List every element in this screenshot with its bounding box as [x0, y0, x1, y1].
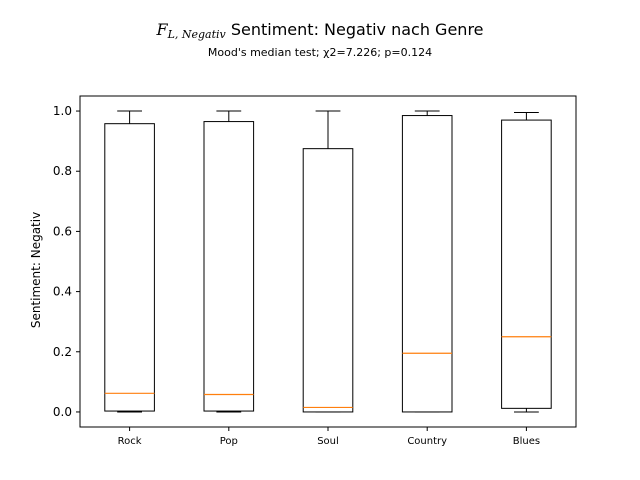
x-tick-label: Blues	[513, 436, 540, 447]
box-pop	[203, 110, 255, 413]
chart-subtitle: Mood's median test; χ2=7.226; p=0.124	[207, 46, 433, 59]
boxes	[104, 110, 552, 413]
y-tick-label: 0.8	[53, 164, 72, 178]
y-tick-label: 1.0	[53, 104, 72, 118]
box-blues	[501, 112, 552, 413]
title-math: FL, Negativ	[156, 20, 226, 41]
y-axis-label: Sentiment: Negativ	[29, 212, 43, 328]
chart-title: FL, Negativ Sentiment: Negativ nach Genr…	[0, 20, 640, 45]
box-body	[302, 148, 354, 413]
y-tick-label: 0.2	[53, 345, 72, 359]
y-tick-label: 0.0	[53, 405, 72, 419]
box-body	[401, 115, 453, 413]
box-body	[501, 119, 552, 409]
x-tick-label: Country	[407, 436, 447, 447]
box-country	[401, 110, 453, 413]
x-tick-label: Pop	[220, 436, 238, 447]
y-tick-label: 0.6	[53, 224, 72, 238]
y-tick-label: 0.4	[53, 285, 72, 299]
y-axis: 0.0 0.2 0.4 0.6 0.8 1.0	[53, 104, 80, 419]
box-body	[104, 123, 155, 412]
box-body	[203, 121, 255, 412]
x-tick-label: Soul	[317, 436, 339, 447]
box-rock	[104, 110, 155, 413]
title-text: Sentiment: Negativ nach Genre	[230, 20, 484, 39]
box-soul	[302, 110, 354, 413]
x-tick-label: Rock	[118, 436, 142, 447]
x-axis: Rock Pop Soul Country Blues	[118, 427, 540, 447]
